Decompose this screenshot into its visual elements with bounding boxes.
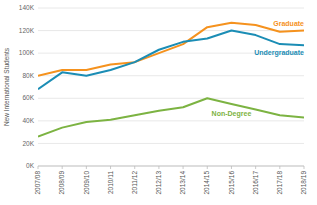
series-label: Graduate (273, 20, 304, 27)
y-tick-label: 60K (22, 94, 34, 101)
x-tick-label: 2016/17 (252, 171, 259, 195)
series-label: Undergraduate (254, 49, 304, 57)
x-tick-label: 2012/13 (155, 171, 162, 195)
y-tick-label: 100K (19, 49, 35, 56)
x-tick-label: 2008/09 (58, 171, 65, 195)
x-tick (255, 166, 256, 169)
x-tick-label: 2009/10 (83, 171, 90, 195)
x-tick (279, 166, 280, 169)
x-tick-label: 2017/18 (276, 171, 283, 195)
x-tick (38, 166, 39, 169)
grid-line (38, 120, 304, 121)
plot-area (38, 23, 304, 137)
x-tick (207, 166, 208, 169)
y-axis-title: New International Students (3, 47, 10, 126)
x-tick-label: 2011/12 (131, 171, 138, 194)
x-tick (62, 166, 63, 169)
y-tick-label: 120K (19, 27, 35, 34)
chart: 0K 20K 40K 60K 80K 100K 120K 140K New Internatio… (0, 0, 317, 205)
series-line (38, 98, 304, 136)
x-tick (86, 166, 87, 169)
x-tick (134, 166, 135, 169)
grid-line (38, 30, 304, 31)
y-tick-label: 80K (22, 72, 34, 79)
x-tick-label: 2007/08 (34, 171, 41, 195)
x-tick (183, 166, 184, 169)
x-tick-label: 2010/11 (107, 171, 114, 194)
grid-line (38, 166, 304, 167)
grid-line (38, 8, 304, 9)
y-tick-label: 40K (22, 117, 34, 124)
x-tick (158, 166, 159, 169)
series-label: Non-Degree (212, 110, 252, 118)
x-tick (110, 166, 111, 169)
x-tick (304, 166, 305, 169)
grid-line (38, 143, 304, 144)
y-tick-label: 0K (26, 162, 35, 169)
y-tick-label: 20K (22, 140, 34, 147)
x-tick-label: 2014/15 (203, 171, 210, 195)
x-tick-label: 2015/16 (228, 171, 235, 195)
y-tick-label: 140K (19, 4, 35, 11)
x-tick (231, 166, 232, 169)
grid-line (38, 98, 304, 99)
series-line (38, 23, 304, 76)
x-tick-label: 2013/14 (179, 171, 186, 195)
x-tick-label: 2018/19 (300, 171, 307, 195)
x-axis (38, 166, 304, 167)
series-line (38, 31, 304, 90)
